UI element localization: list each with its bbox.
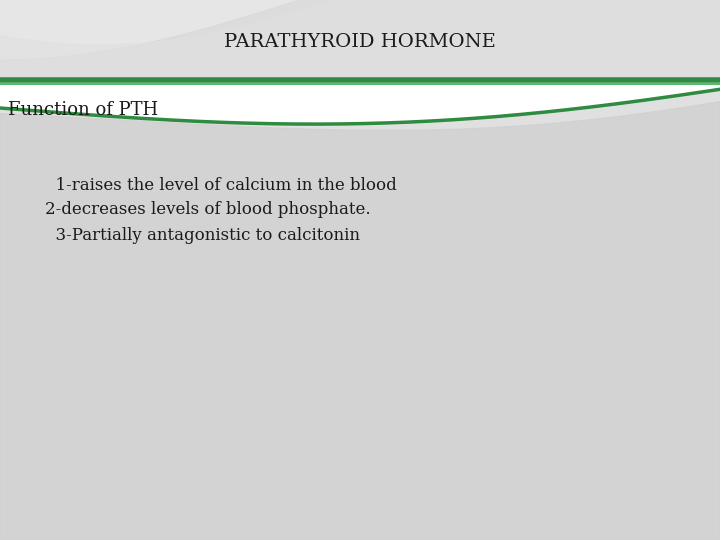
Text: 2-decreases levels of blood phosphate.: 2-decreases levels of blood phosphate. bbox=[45, 201, 371, 219]
Bar bbox=[0, 0, 720, 80]
Text: 3-Partially antagonistic to calcitonin: 3-Partially antagonistic to calcitonin bbox=[45, 226, 360, 244]
Text: Function of PTH: Function of PTH bbox=[8, 101, 158, 119]
Text: 1-raises the level of calcium in the blood: 1-raises the level of calcium in the blo… bbox=[45, 177, 397, 193]
Text: PARATHYROID HORMONE: PARATHYROID HORMONE bbox=[224, 33, 496, 51]
